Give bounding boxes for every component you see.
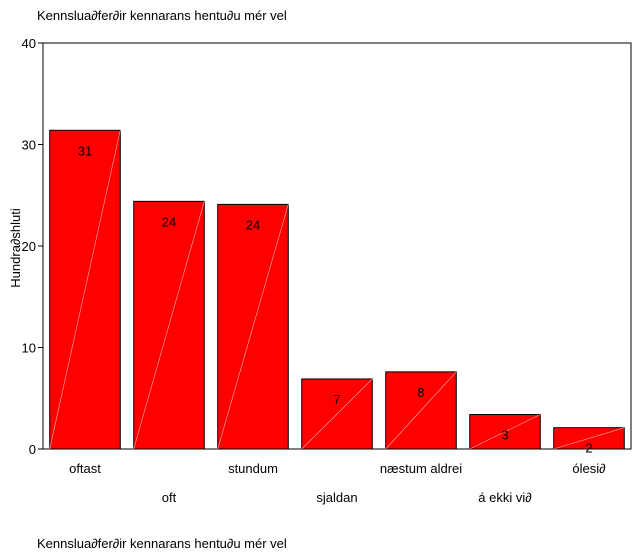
y-tick-label: 10 xyxy=(22,341,36,356)
x-tick-label: næstum aldrei xyxy=(380,461,462,476)
y-tick-label: 40 xyxy=(22,36,36,51)
x-tick-label: ólesi∂ xyxy=(572,461,605,476)
data-label: 7 xyxy=(333,392,340,407)
y-tick-label: 20 xyxy=(22,239,36,254)
bar-sheen xyxy=(49,130,121,450)
data-label: 2 xyxy=(585,441,592,456)
x-tick-label: sjaldan xyxy=(316,490,357,505)
bar-sheen xyxy=(469,414,541,450)
labels-layer: 31 oftast 24 oft 24 stundum 7 sjaldan 8 næstum al… xyxy=(69,143,605,505)
data-label: 24 xyxy=(246,217,260,232)
data-label: 8 xyxy=(417,385,424,400)
y-tick-label: 0 xyxy=(29,442,36,457)
axes-layer: 0 10 20 30 40 xyxy=(22,36,632,457)
bar-sheen xyxy=(217,204,289,450)
chart-footer: Kennslua∂fer∂ir kennarans hentu∂u mér ve… xyxy=(37,536,287,551)
bar-sheen xyxy=(133,201,205,450)
bar-sheen xyxy=(301,378,373,450)
y-tick-label: 30 xyxy=(22,138,36,153)
x-tick-label: oftast xyxy=(69,461,101,476)
chart-title: Kennslua∂fer∂ir kennarans hentu∂u mér ve… xyxy=(37,8,287,23)
data-label: 24 xyxy=(162,214,176,229)
x-tick-label: oft xyxy=(162,490,177,505)
y-axis-label: Hundra∂shluti xyxy=(8,208,23,288)
x-tick-label: á ekki vi∂ xyxy=(478,490,531,505)
x-tick-label: stundum xyxy=(228,461,278,476)
bar-sheen xyxy=(385,371,457,450)
data-label: 31 xyxy=(78,143,92,158)
data-label: 3 xyxy=(501,427,508,442)
bar-sheen xyxy=(553,427,625,450)
bars-layer xyxy=(49,129,625,450)
